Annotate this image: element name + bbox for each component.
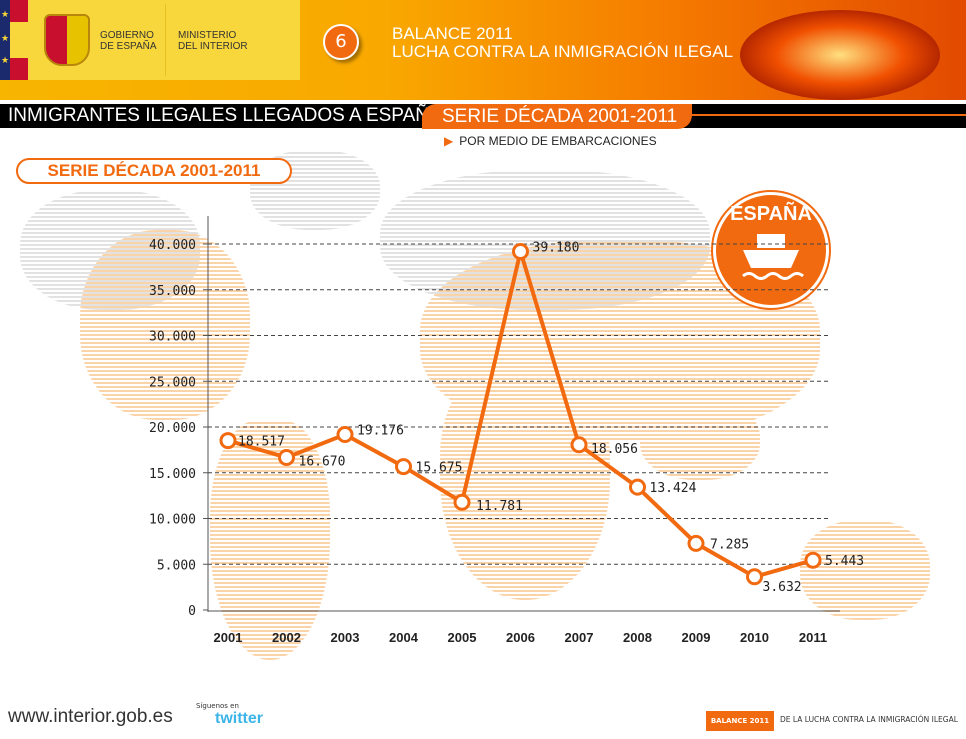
y-tick-label: 5.000 xyxy=(157,558,196,573)
divider xyxy=(692,114,966,116)
badge-label: ESPAÑA xyxy=(730,203,812,225)
footer-tagline: DE LA LUCHA CONTRA LA INMIGRACIÓN ILEGAL xyxy=(780,715,958,724)
x-tick-label: 2009 xyxy=(682,630,711,645)
data-label: 7.285 xyxy=(710,537,749,552)
data-label: 19.176 xyxy=(357,424,404,439)
data-point xyxy=(746,568,763,586)
x-tick-label: 2007 xyxy=(565,630,594,645)
follow-text: Síguenos en xyxy=(196,702,239,710)
data-point xyxy=(395,458,412,476)
eu-flag-icon: ★ ★ ★ xyxy=(0,0,28,80)
data-label: 16.670 xyxy=(299,454,346,469)
footer-balance: BALANCE 2011 xyxy=(706,711,774,731)
page-title: INMIGRANTES ILEGALES LLEGADOS A ESPAÑA xyxy=(8,105,442,126)
x-tick-label: 2002 xyxy=(272,630,301,645)
series-line xyxy=(227,243,814,579)
data-label: 39.180 xyxy=(533,241,580,256)
x-tick-label: 2004 xyxy=(389,630,419,645)
header-title-1: BALANCE 2011 xyxy=(392,24,513,43)
x-tick-label: 2006 xyxy=(506,630,535,645)
data-point xyxy=(453,493,471,511)
y-tick-label: 15.000 xyxy=(149,467,196,482)
data-point xyxy=(687,534,705,552)
data-point xyxy=(804,551,822,569)
y-tick-label: 40.000 xyxy=(149,238,196,253)
data-label: 5.443 xyxy=(825,554,864,569)
subtitle: ▶ POR MEDIO DE EMBARCACIONES xyxy=(444,134,657,148)
data-label: 3.632 xyxy=(763,580,802,595)
website-link[interactable]: www.interior.gob.es xyxy=(8,706,173,727)
data-label: 13.424 xyxy=(650,481,697,496)
y-tick-label: 35.000 xyxy=(149,284,196,299)
government-logo: ★ ★ ★ GOBIERNO DE ESPAÑA MINISTERIO DEL INTE… xyxy=(0,0,300,80)
espana-badge: ESPAÑA xyxy=(713,192,829,308)
data-point xyxy=(278,448,295,466)
data-point xyxy=(570,436,588,454)
data-label: 18.056 xyxy=(591,442,638,457)
x-tick-label: 2003 xyxy=(331,630,360,645)
x-tick-label: 2001 xyxy=(214,630,243,645)
ministry-name: MINISTERIO DEL INTERIOR xyxy=(178,30,248,52)
coat-of-arms-icon xyxy=(44,14,90,66)
x-tick-label: 2011 xyxy=(799,630,827,645)
gov-name: GOBIERNO DE ESPAÑA xyxy=(100,30,157,52)
data-label: 15.675 xyxy=(416,461,463,476)
chart-title: SERIE DÉCADA 2001-2011 xyxy=(16,158,292,184)
x-tick-label: 2010 xyxy=(740,630,769,645)
x-tick-label: 2005 xyxy=(448,630,477,645)
x-tick-label: 2008 xyxy=(623,630,652,645)
y-tick-label: 30.000 xyxy=(149,330,196,345)
triangle-icon: ▶ xyxy=(444,134,454,148)
y-tick-label: 25.000 xyxy=(149,375,196,390)
y-tick-label: 20.000 xyxy=(149,421,196,436)
header-banner: ★ ★ ★ GOBIERNO DE ESPAÑA MINISTERIO DEL INTE… xyxy=(0,0,966,100)
serie-pill: SERIE DÉCADA 2001-2011 xyxy=(422,104,692,129)
twitter-link[interactable]: twitter xyxy=(215,710,263,727)
y-tick-label: 10.000 xyxy=(149,513,196,528)
data-label: 18.517 xyxy=(238,435,285,450)
data-point xyxy=(219,432,237,450)
data-point xyxy=(512,243,529,261)
y-tick-label: 0 xyxy=(188,604,196,619)
data-label: 11.781 xyxy=(476,499,523,514)
chapter-number: 6 xyxy=(323,24,359,60)
globe-graphic xyxy=(740,10,940,100)
header-title-2: LUCHA CONTRA LA INMIGRACIÓN ILEGAL xyxy=(392,42,734,61)
data-point xyxy=(629,478,646,496)
data-point xyxy=(336,426,354,444)
